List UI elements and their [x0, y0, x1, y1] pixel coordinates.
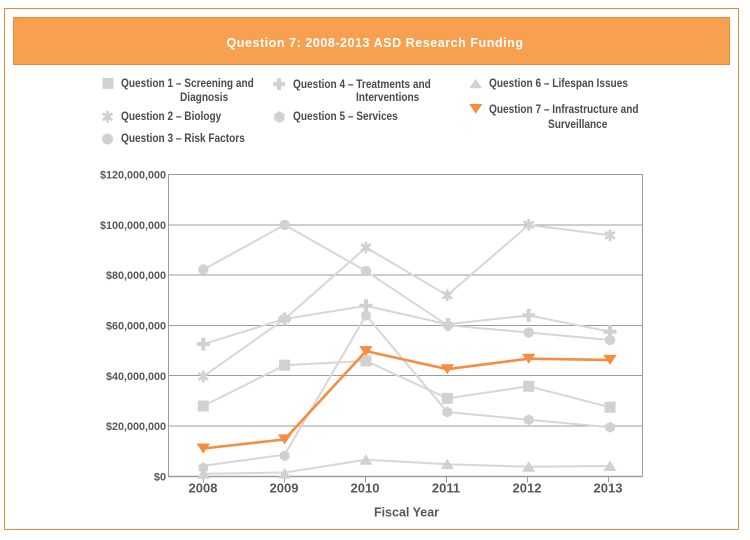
svg-text:$120,000,000: $120,000,000 [100, 170, 166, 182]
svg-text:2011: 2011 [432, 481, 460, 496]
svg-text:$40,000,000: $40,000,000 [106, 371, 166, 383]
svg-text:$100,000,000: $100,000,000 [100, 220, 166, 232]
svg-text:2010: 2010 [351, 481, 380, 496]
svg-text:Fiscal Year: Fiscal Year [374, 505, 439, 519]
svg-text:$80,000,000: $80,000,000 [106, 270, 166, 282]
svg-text:$20,000,000: $20,000,000 [106, 421, 166, 433]
svg-text:2009: 2009 [270, 481, 299, 496]
svg-text:2012: 2012 [513, 481, 542, 496]
svg-text:2013: 2013 [594, 481, 623, 496]
svg-text:$60,000,000: $60,000,000 [106, 321, 166, 333]
svg-text:2008: 2008 [189, 481, 218, 496]
svg-text:$0: $0 [154, 471, 166, 483]
